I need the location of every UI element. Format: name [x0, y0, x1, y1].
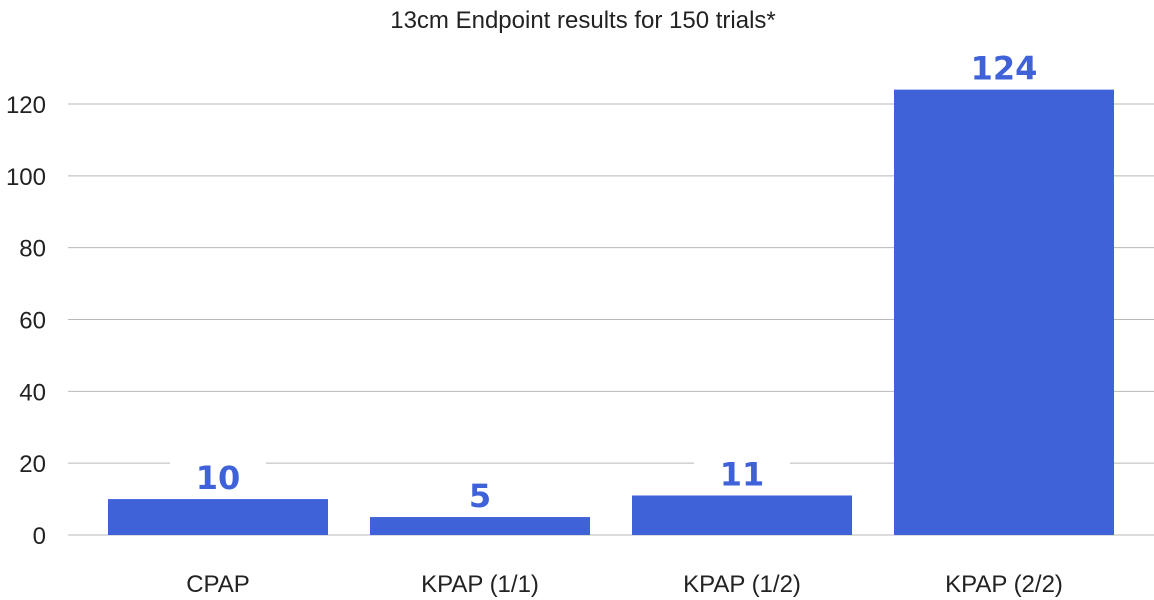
bar-0 — [108, 499, 328, 535]
bar-2 — [632, 495, 852, 535]
y-tick-label-0: 0 — [33, 523, 46, 550]
category-label-1: KPAP (1/1) — [421, 571, 539, 598]
y-tick-label-20: 20 — [19, 451, 46, 478]
data-label-3: 124 — [971, 50, 1038, 88]
category-label-2: KPAP (1/2) — [683, 571, 801, 598]
y-tick-label-40: 40 — [19, 379, 46, 406]
y-tick-label-60: 60 — [19, 308, 46, 335]
y-axis-ticks: 0 20 40 60 80 100 120 — [6, 92, 46, 550]
chart-title: 13cm Endpoint results for 150 trials* — [390, 7, 776, 34]
bars — [108, 89, 1114, 535]
data-labels: 10 5 11 124 — [170, 50, 1052, 515]
bar-1 — [370, 517, 590, 535]
category-label-0: CPAP — [186, 571, 250, 598]
bar-3 — [894, 89, 1114, 535]
y-tick-label-80: 80 — [19, 236, 46, 263]
data-label-0: 10 — [196, 459, 241, 497]
x-axis-categories: CPAP KPAP (1/1) KPAP (1/2) KPAP (2/2) — [186, 571, 1063, 598]
data-label-bg-2 — [694, 455, 790, 492]
category-label-3: KPAP (2/2) — [945, 571, 1063, 598]
y-tick-label-100: 100 — [6, 164, 46, 191]
data-label-bg-0 — [170, 459, 266, 496]
data-label-2: 11 — [720, 455, 765, 493]
data-label-bg-1 — [432, 477, 528, 514]
data-label-bg-3 — [956, 49, 1052, 86]
y-tick-label-120: 120 — [6, 92, 46, 119]
data-label-1: 5 — [469, 477, 491, 515]
